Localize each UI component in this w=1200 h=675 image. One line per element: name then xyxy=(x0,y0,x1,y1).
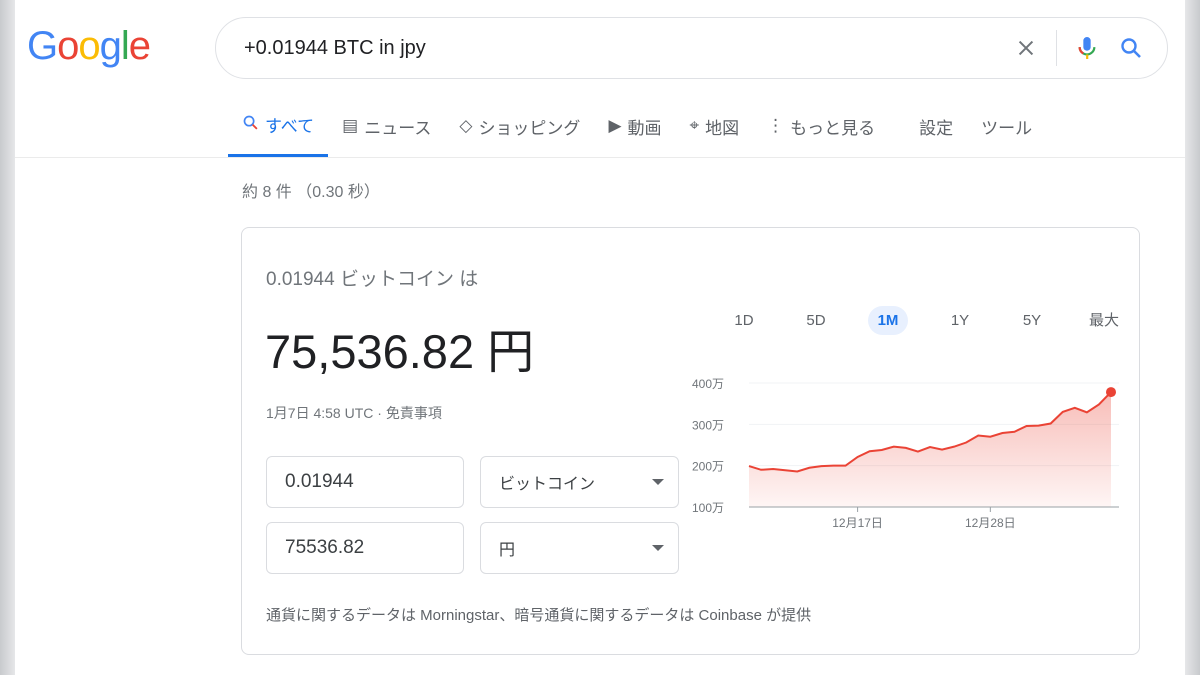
conversion-result: 75,536.82 円 xyxy=(265,325,535,378)
more-vert-icon: ⋮ xyxy=(767,116,785,135)
range-5d[interactable]: 5D xyxy=(806,312,826,329)
y-tick-label: 200万 xyxy=(692,460,724,474)
range-5y[interactable]: 5Y xyxy=(1022,312,1042,329)
news-icon: ▤ xyxy=(342,116,359,135)
currency-converter-card: 0.01944 ビットコイン は 75,536.82 円 1月7日 4:58 U… xyxy=(241,227,1140,655)
to-currency-select[interactable]: 円 xyxy=(480,522,679,574)
search-input[interactable]: +0.01944 BTC in jpy xyxy=(244,36,426,59)
play-icon: ▶ xyxy=(608,116,622,135)
tab-more[interactable]: ⋮ もっと見る xyxy=(753,108,889,144)
tag-icon: ◇ xyxy=(459,116,473,135)
dropdown-arrow-icon xyxy=(652,545,664,551)
tab-settings[interactable]: 設定 xyxy=(905,108,967,144)
from-amount-input[interactable]: 0.01944 xyxy=(266,456,464,508)
conversion-label: 0.01944 ビットコイン は xyxy=(266,269,479,290)
to-amount-input[interactable]: 75536.82 xyxy=(266,522,464,574)
tab-label: ツール xyxy=(981,118,1033,138)
y-tick-label: 100万 xyxy=(692,501,724,515)
range-1y[interactable]: 1Y xyxy=(950,312,970,329)
price-line xyxy=(748,391,1112,473)
divider xyxy=(1056,30,1057,66)
tab-label: すべて xyxy=(265,117,315,136)
data-source-note: 通貨に関するデータは Morningstar、暗号通貨に関するデータは Coin… xyxy=(266,607,812,624)
tabs-divider xyxy=(15,157,1185,158)
tab-label: 設定 xyxy=(919,118,954,138)
dropdown-arrow-icon xyxy=(652,479,664,485)
search-box[interactable]: +0.01944 BTC in jpy xyxy=(215,17,1168,79)
tab-shopping[interactable]: ◇ ショッピング xyxy=(445,108,594,144)
google-logo[interactable]: Google xyxy=(27,24,151,68)
y-tick-label: 400万 xyxy=(692,377,724,391)
window-edge-left xyxy=(0,0,15,675)
range-selector: 1D 5D 1M 1Y 5Y 最大 xyxy=(708,306,1140,336)
clear-icon[interactable] xyxy=(1004,26,1048,70)
tab-maps[interactable]: ⌖ 地図 xyxy=(676,108,754,144)
tab-label: 地図 xyxy=(705,118,740,138)
select-value: ビットコイン xyxy=(499,476,596,493)
x-tick-label: 12月17日 xyxy=(832,516,883,530)
search-tabs: すべて ▤ ニュース ◇ ショッピング ▶ 動画 ⌖ 地図 ⋮ もっと見る 設定 ツール xyxy=(228,108,1046,158)
latest-point xyxy=(1106,387,1116,398)
result-stats: 約 8 件 （0.30 秒） xyxy=(242,184,380,201)
tab-news[interactable]: ▤ ニュース xyxy=(328,108,445,144)
price-chart[interactable]: 100万 200万 300万 400万 12月17日 12月28日 xyxy=(692,368,1132,548)
map-pin-icon: ⌖ xyxy=(689,116,700,135)
select-value: 円 xyxy=(499,542,516,559)
tab-label: 動画 xyxy=(627,118,662,138)
tab-all[interactable]: すべて xyxy=(228,108,329,157)
tab-label: ショッピング xyxy=(478,118,581,138)
window-edge-right xyxy=(1185,0,1200,675)
from-currency-select[interactable]: ビットコイン xyxy=(480,456,679,508)
range-1m[interactable]: 1M xyxy=(852,306,924,336)
search-icon xyxy=(242,114,259,136)
tab-tools[interactable]: ツール xyxy=(967,108,1046,144)
range-max[interactable]: 最大 xyxy=(1088,312,1119,329)
range-1d[interactable]: 1D xyxy=(734,312,754,329)
tab-label: ニュース xyxy=(364,118,432,138)
search-icon[interactable] xyxy=(1109,26,1153,70)
timestamp-disclaimer[interactable]: 1月7日 4:58 UTC · 免責事項 xyxy=(266,405,442,421)
tab-videos[interactable]: ▶ 動画 xyxy=(594,108,675,144)
x-tick-label: 12月28日 xyxy=(965,516,1016,530)
y-tick-label: 300万 xyxy=(692,418,724,432)
price-area xyxy=(749,392,1111,507)
tab-label: もっと見る xyxy=(790,118,876,138)
microphone-icon[interactable] xyxy=(1065,26,1109,70)
